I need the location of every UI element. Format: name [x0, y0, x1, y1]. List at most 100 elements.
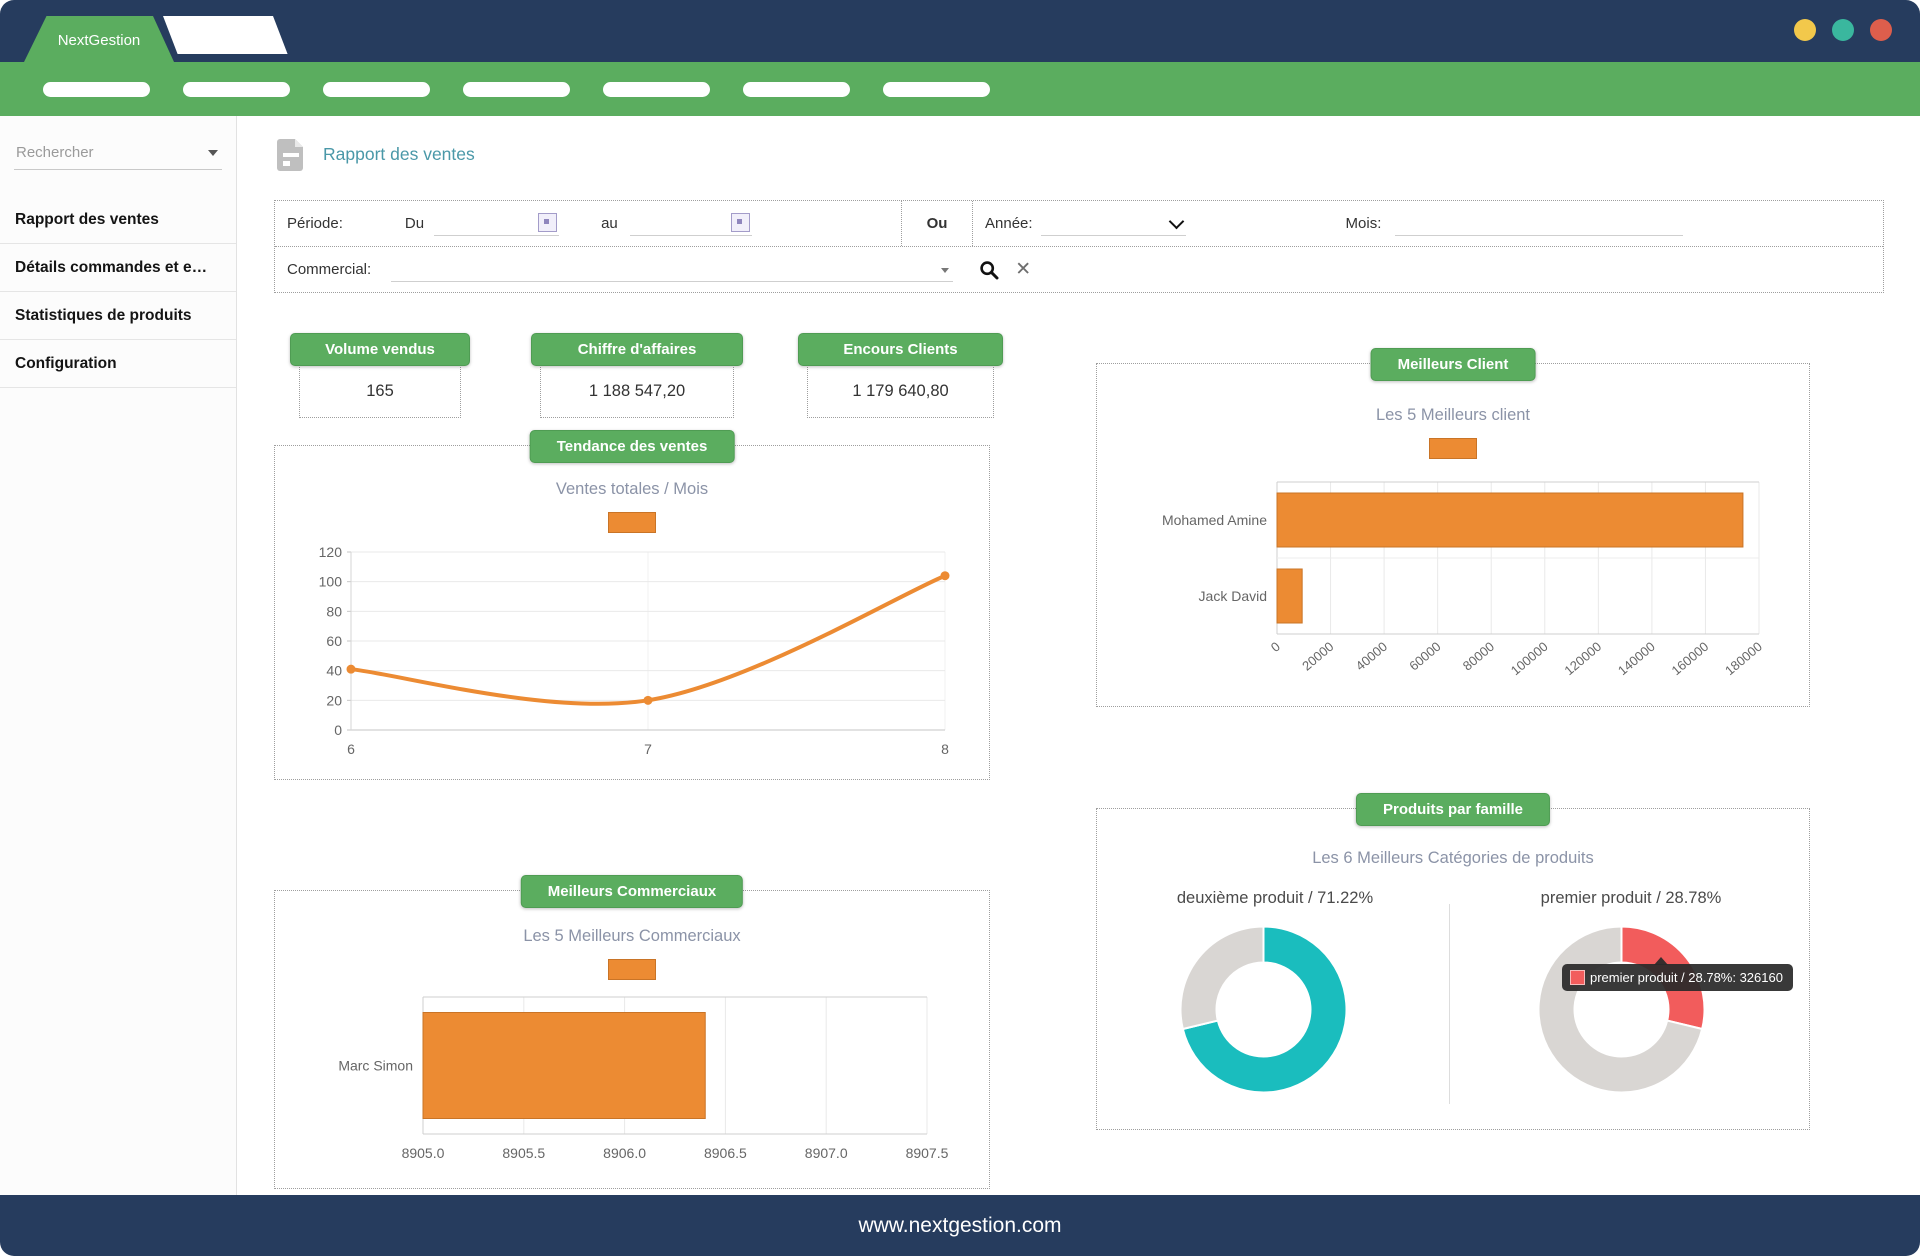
svg-text:100000: 100000 — [1508, 639, 1551, 678]
date-to-label: au — [601, 215, 618, 232]
annee-label: Année: — [985, 215, 1033, 232]
svg-text:20: 20 — [326, 692, 342, 708]
donut-chart-deuxieme-produit[interactable] — [1171, 917, 1356, 1102]
top-bar: NextGestion — [0, 0, 1920, 62]
filter-row-commercial: Commercial: ✕ — [275, 247, 1883, 292]
svg-text:Mohamed Amine: Mohamed Amine — [1162, 512, 1267, 528]
year-select[interactable] — [1040, 211, 1186, 236]
stat-chiffre-affaires: Chiffre d'affaires 1 188 547,20 — [531, 333, 743, 418]
window-controls — [1794, 19, 1892, 41]
mois-label: Mois: — [1345, 215, 1382, 232]
divider — [1449, 904, 1450, 1104]
svg-text:100: 100 — [319, 574, 343, 590]
nav-pill[interactable] — [603, 81, 710, 97]
legend-swatch-icon[interactable] — [608, 512, 656, 533]
svg-text:6: 6 — [347, 741, 355, 757]
svg-text:8905.0: 8905.0 — [402, 1145, 445, 1161]
chart-tooltip: premier produit / 28.78%: 326160 — [1562, 957, 1793, 991]
content: Rapport des ventes Période: Du au — [237, 116, 1920, 1195]
main-row: Rechercher Rapport des ventes Détails co… — [0, 116, 1920, 1195]
svg-text:0: 0 — [334, 722, 342, 738]
stat-encours-button[interactable]: Encours Clients — [798, 333, 1003, 366]
secondary-tab[interactable] — [163, 16, 288, 54]
sidebar-item-details-commandes[interactable]: Détails commandes et e… — [0, 244, 236, 292]
svg-text:40000: 40000 — [1353, 639, 1390, 674]
bar-chart-meilleurs-commerciaux[interactable]: 8905.0 8905.5 8906.0 8906.5 8907.0 8907.5 Marc… — [305, 991, 955, 1176]
sidebar-item-configuration[interactable]: Configuration — [0, 340, 236, 388]
chevron-down-icon — [1168, 213, 1184, 230]
panel-commerciaux-title-button[interactable]: Meilleurs Commerciaux — [520, 875, 744, 908]
stat-encours-clients: Encours Clients 1 179 640,80 — [798, 333, 1003, 418]
donut-left-label: deuxième produit / 71.22% — [1176, 889, 1374, 907]
page-title: Rapport des ventes — [323, 144, 475, 164]
svg-text:20000: 20000 — [1299, 639, 1336, 674]
search-placeholder: Rechercher — [16, 144, 94, 161]
window-dot-yellow[interactable] — [1794, 19, 1816, 41]
stat-chiffre-button[interactable]: Chiffre d'affaires — [531, 333, 743, 366]
sidebar-item-rapport-des-ventes[interactable]: Rapport des ventes — [0, 196, 236, 244]
commercial-select[interactable] — [391, 257, 954, 282]
window-dot-red[interactable] — [1870, 19, 1892, 41]
panel-meilleurs-client: Meilleurs Client Les 5 Meilleurs client … — [1096, 348, 1810, 707]
panel-meilleurs-commerciaux: Meilleurs Commerciaux Les 5 Meilleurs Co… — [274, 875, 990, 1189]
panel-tendance-title-button[interactable]: Tendance des ventes — [529, 430, 735, 463]
nav-pill[interactable] — [43, 81, 150, 97]
panel-familles-title-button[interactable]: Produits par famille — [1355, 793, 1551, 826]
svg-text:160000: 160000 — [1668, 639, 1711, 678]
svg-text:140000: 140000 — [1615, 639, 1658, 678]
nav-pill[interactable] — [183, 81, 290, 97]
stat-volume: Volume vendus 165 — [290, 333, 470, 418]
periode-label: Période: — [287, 215, 343, 232]
sidebar: Rechercher Rapport des ventes Détails co… — [0, 116, 237, 1195]
filter-row-period: Période: Du au Ou Année: — [275, 201, 1883, 247]
panel-clients-title-button[interactable]: Meilleurs Client — [1370, 348, 1536, 381]
filter-panel: Période: Du au Ou Année: — [274, 200, 1884, 293]
chart-familles-title: Les 6 Meilleurs Catégories de produits — [1312, 849, 1594, 867]
svg-text:40: 40 — [326, 663, 342, 679]
svg-text:120000: 120000 — [1561, 639, 1604, 678]
chart-commerciaux-title: Les 5 Meilleurs Commerciaux — [523, 927, 741, 945]
chart-clients-title: Les 5 Meilleurs client — [1375, 406, 1531, 424]
date-from-input[interactable] — [434, 211, 560, 236]
footer-bar: www.nextgestion.com — [0, 1195, 1920, 1256]
svg-text:8: 8 — [941, 741, 949, 757]
svg-text:8906.5: 8906.5 — [704, 1145, 747, 1161]
search-icon[interactable] — [979, 260, 999, 280]
svg-text:60: 60 — [326, 633, 342, 649]
calendar-icon[interactable] — [730, 213, 750, 232]
sidebar-item-statistiques-produits[interactable]: Statistiques de produits — [0, 292, 236, 340]
svg-text:7: 7 — [644, 741, 652, 757]
brand-tab[interactable]: NextGestion — [24, 16, 174, 62]
tooltip-swatch-icon — [1570, 970, 1585, 985]
brand-label: NextGestion — [57, 31, 141, 49]
legend-swatch-icon[interactable] — [1429, 438, 1477, 459]
svg-text:180000: 180000 — [1722, 639, 1765, 678]
report-document-icon — [277, 139, 303, 171]
panel-tendance-ventes: Tendance des ventes Ventes totales / Moi… — [274, 430, 990, 780]
nav-pill[interactable] — [323, 81, 430, 97]
donut-right-label: premier produit / 28.78% — [1540, 889, 1722, 907]
clear-icon[interactable]: ✕ — [1015, 259, 1032, 280]
calendar-icon[interactable] — [538, 213, 558, 232]
bar-chart-meilleurs-clients[interactable]: 0 20000 40000 60000 80000 100000 120000 140000 1… — [1129, 472, 1779, 700]
nav-pill[interactable] — [743, 81, 850, 97]
window-dot-teal[interactable] — [1832, 19, 1854, 41]
date-from-label: Du — [404, 215, 425, 232]
svg-text:Jack David: Jack David — [1199, 588, 1267, 604]
month-input[interactable] — [1395, 211, 1684, 236]
footer-url[interactable]: www.nextgestion.com — [858, 1213, 1062, 1237]
sidebar-search-input[interactable]: Rechercher — [14, 138, 222, 170]
svg-text:80000: 80000 — [1460, 639, 1497, 674]
legend-swatch-icon[interactable] — [608, 959, 656, 980]
donut-chart-premier-produit[interactable] — [1529, 917, 1714, 1102]
date-to-input[interactable] — [629, 211, 752, 236]
sidebar-menu: Rapport des ventes Détails commandes et … — [0, 196, 236, 388]
nav-pill[interactable] — [883, 81, 990, 97]
svg-text:8907.0: 8907.0 — [805, 1145, 848, 1161]
chart-tendance-title: Ventes totales / Mois — [555, 480, 709, 498]
chevron-down-icon — [941, 268, 950, 273]
stat-volume-button[interactable]: Volume vendus — [290, 333, 470, 366]
nav-pill[interactable] — [463, 81, 570, 97]
